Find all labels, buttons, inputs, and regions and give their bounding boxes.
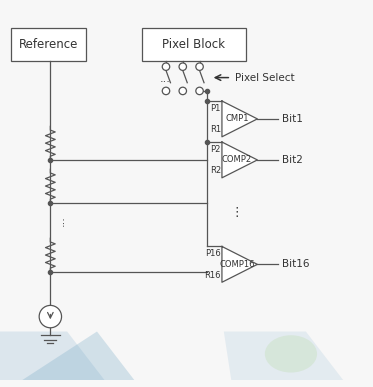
Text: Reference: Reference xyxy=(19,38,78,51)
Text: Bit16: Bit16 xyxy=(282,259,309,269)
Text: P2: P2 xyxy=(210,145,221,154)
Polygon shape xyxy=(224,332,343,380)
Circle shape xyxy=(196,87,203,95)
Text: CMP1: CMP1 xyxy=(225,115,248,123)
Text: COMP16: COMP16 xyxy=(219,260,254,269)
Text: R2: R2 xyxy=(210,166,221,175)
Bar xyxy=(142,27,246,61)
Circle shape xyxy=(196,63,203,70)
Text: Pixel Select: Pixel Select xyxy=(235,73,295,82)
Bar xyxy=(11,27,86,61)
Text: ...: ... xyxy=(160,74,170,84)
Text: R16: R16 xyxy=(204,271,221,280)
Text: Bit1: Bit1 xyxy=(282,114,303,124)
Circle shape xyxy=(162,63,170,70)
Text: ...: ... xyxy=(56,215,66,226)
Text: Pixel Block: Pixel Block xyxy=(163,38,225,51)
Text: ⋮: ⋮ xyxy=(231,205,243,219)
Circle shape xyxy=(179,63,186,70)
Circle shape xyxy=(162,87,170,95)
Circle shape xyxy=(179,87,186,95)
Polygon shape xyxy=(222,142,257,178)
Text: P1: P1 xyxy=(210,104,221,113)
Text: P16: P16 xyxy=(205,249,221,258)
Text: R1: R1 xyxy=(210,125,221,134)
Polygon shape xyxy=(22,332,134,380)
Text: COMP2: COMP2 xyxy=(222,156,252,164)
Polygon shape xyxy=(222,247,257,282)
Polygon shape xyxy=(0,332,104,380)
Text: Bit2: Bit2 xyxy=(282,155,303,165)
Polygon shape xyxy=(222,101,257,137)
Ellipse shape xyxy=(265,335,317,373)
Circle shape xyxy=(39,305,62,328)
